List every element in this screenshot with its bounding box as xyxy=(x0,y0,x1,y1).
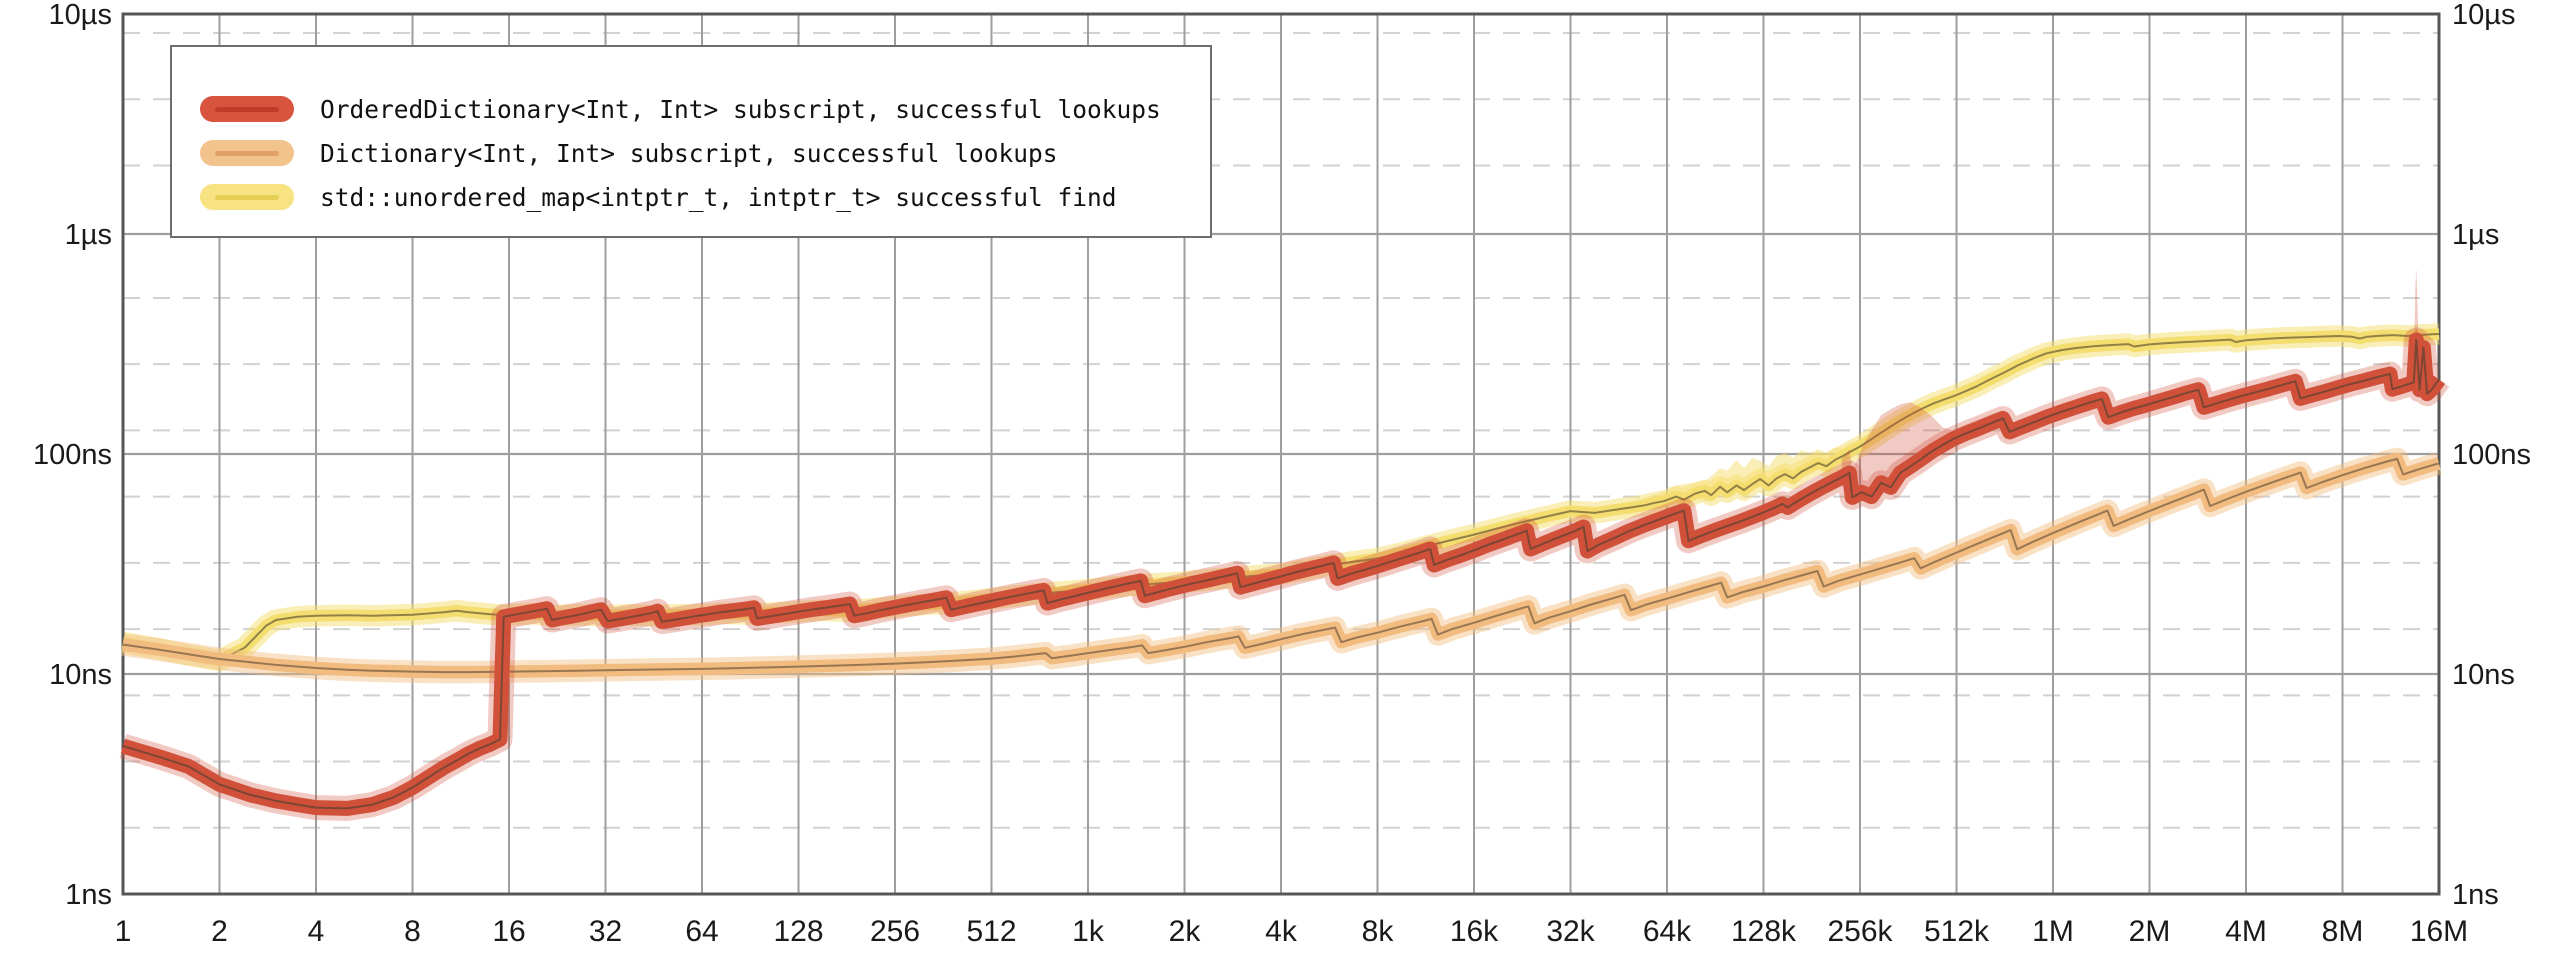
legend-item-dictionary: Dictionary<Int, Int> subscript, successf… xyxy=(172,131,1210,175)
legend-item-ordered-dictionary: OrderedDictionary<Int, Int> subscript, s… xyxy=(172,87,1210,131)
y-tick-label-left: 100ns xyxy=(33,439,112,471)
x-tick-label: 32k xyxy=(1546,915,1595,948)
legend-swatch-red-icon xyxy=(200,96,294,122)
x-tick-label: 128 xyxy=(773,915,823,948)
x-tick-label: 1 xyxy=(115,915,132,948)
x-tick-label: 64k xyxy=(1643,915,1692,948)
x-tick-label: 256k xyxy=(1827,915,1893,948)
x-tick-label: 2M xyxy=(2129,915,2171,948)
legend-label-unordered-map: std::unordered_map<intptr_t, intptr_t> s… xyxy=(320,182,1117,212)
x-tick-label: 32 xyxy=(589,915,622,948)
x-tick-label: 2k xyxy=(1169,915,1202,948)
y-tick-label-right: 100ns xyxy=(2452,439,2531,471)
legend-swatch-red-centerline-icon xyxy=(215,106,279,112)
x-tick-label: 8 xyxy=(404,915,421,948)
x-tick-label: 1M xyxy=(2032,915,2074,948)
x-tick-label: 4 xyxy=(308,915,325,948)
x-tick-label: 16k xyxy=(1450,915,1499,948)
x-tick-label: 512k xyxy=(1924,915,1990,948)
y-tick-label-right: 1ns xyxy=(2452,879,2499,911)
x-tick-label: 1k xyxy=(1072,915,1105,948)
x-tick-label: 64 xyxy=(685,915,718,948)
y-tick-label-right: 10ns xyxy=(2452,659,2515,691)
plot-frame xyxy=(121,12,2441,896)
x-tick-label: 512 xyxy=(966,915,1016,948)
legend-item-unordered-map: std::unordered_map<intptr_t, intptr_t> s… xyxy=(172,175,1210,219)
legend-box: OrderedDictionary<Int, Int> subscript, s… xyxy=(170,45,1212,238)
y-tick-label-left: 1ns xyxy=(65,879,112,911)
y-tick-label-left: 10µs xyxy=(49,0,112,31)
legend-label-ordered-dictionary: OrderedDictionary<Int, Int> subscript, s… xyxy=(320,94,1161,124)
legend-swatch-orange-centerline-icon xyxy=(215,150,279,156)
legend-swatch-orange-icon xyxy=(200,140,294,166)
x-tick-label: 4M xyxy=(2225,915,2267,948)
legend-label-dictionary: Dictionary<Int, Int> subscript, successf… xyxy=(320,138,1058,168)
y-tick-label-left: 1µs xyxy=(65,219,112,251)
ordered_dictionary-mean-centerline xyxy=(122,338,2440,810)
y-tick-label-left: 10ns xyxy=(49,659,112,691)
x-tick-label: 2 xyxy=(211,915,228,948)
x-tick-label: 16 xyxy=(492,915,525,948)
legend-swatch-yellow-icon xyxy=(200,184,294,210)
x-tick-label: 4k xyxy=(1265,915,1298,948)
x-tick-label: 256 xyxy=(870,915,920,948)
ordered_dictionary-confidence-band xyxy=(2409,268,2420,396)
y-tick-label-right: 1µs xyxy=(2452,219,2499,251)
legend-swatch-yellow-centerline-icon xyxy=(215,194,279,200)
x-tick-label: 128k xyxy=(1731,915,1797,948)
dictionary-mean-centerline xyxy=(122,457,2440,674)
x-tick-label: 8k xyxy=(1362,915,1395,948)
x-tick-label: 8M xyxy=(2322,915,2364,948)
x-tick-label: 16M xyxy=(2410,915,2468,948)
y-tick-label-right: 10µs xyxy=(2452,0,2515,31)
